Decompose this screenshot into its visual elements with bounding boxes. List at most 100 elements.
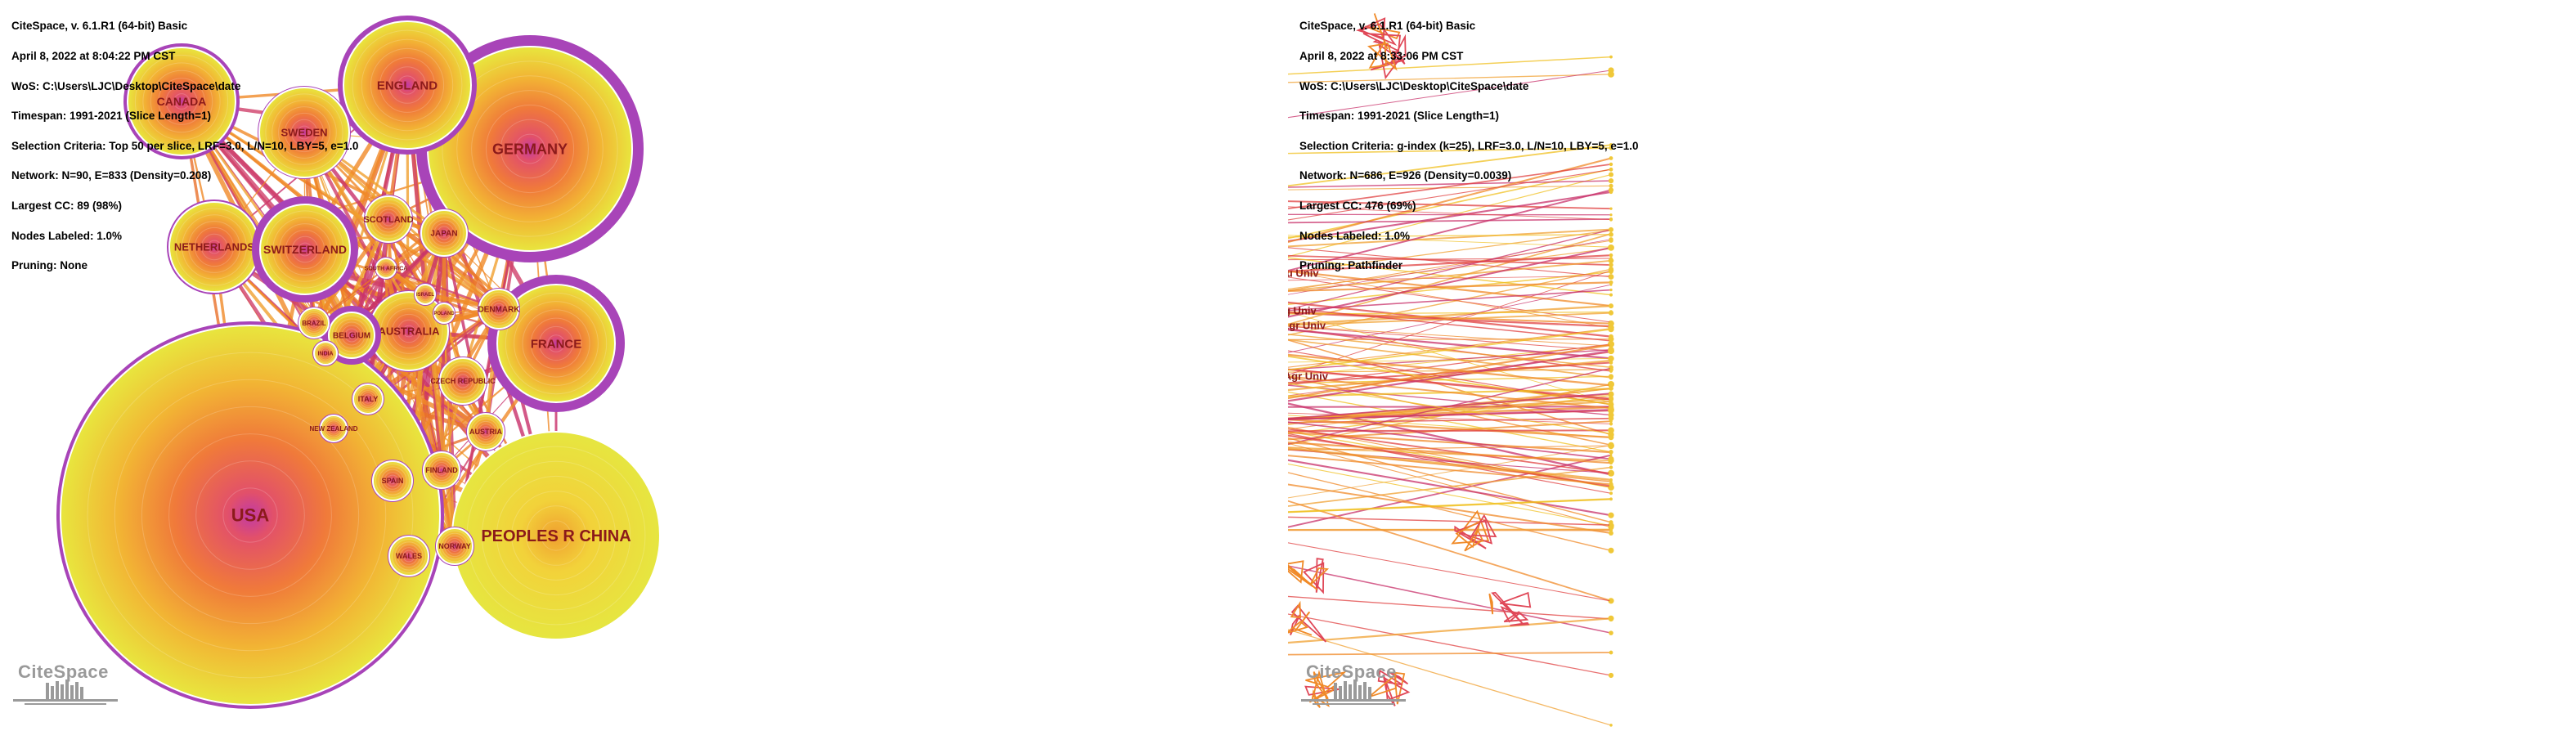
country-network-graph: USA PEOPLES R CHINA GERMANY ENGLAND CANADA FR… xyxy=(56,16,661,709)
institution-edge xyxy=(1288,442,1612,528)
country-label: NORWAY xyxy=(438,542,471,550)
institution-edge xyxy=(1288,350,1612,406)
institution-edge xyxy=(1288,312,1612,315)
institution-edge xyxy=(1288,367,1612,446)
institution-edge xyxy=(1288,613,1612,676)
country-node-south-africa[interactable]: SOUTH AFRICA xyxy=(365,257,408,280)
country-label: DENMARK xyxy=(478,306,520,315)
summary-line: WoS: C:\Users\LJC\Desktop\CiteSpace\date xyxy=(11,79,241,92)
country-node-austria[interactable]: AUSTRIA xyxy=(466,412,505,451)
country-node-new-zealand[interactable]: NEW ZEALAND xyxy=(309,414,358,443)
institution-edge xyxy=(1288,157,1612,244)
institution-edge xyxy=(1288,329,1612,360)
country-node-czech-republic[interactable]: CZECH REPUBLIC xyxy=(430,357,496,406)
institution-edge xyxy=(1288,200,1612,210)
triangle-cluster xyxy=(1488,593,1494,615)
summary-line: Nodes Labeled: 1.0% xyxy=(11,229,123,242)
institution-edge xyxy=(1288,442,1612,464)
minor-node xyxy=(1608,355,1614,362)
triangle-cluster xyxy=(1499,591,1532,608)
institution-edge xyxy=(1288,218,1612,224)
country-node-france[interactable]: FRANCE xyxy=(487,275,625,412)
country-node-finland[interactable]: FINLAND xyxy=(422,451,461,490)
citespace-logo: CiteSpace xyxy=(1301,662,1406,709)
country-network-panel: USA PEOPLES R CHINA GERMANY ENGLAND CANADA FR… xyxy=(11,16,661,709)
country-node-italy[interactable]: ITALY xyxy=(352,383,384,415)
minor-node xyxy=(1609,531,1613,536)
institution-edge xyxy=(1288,445,1612,451)
country-node-denmark[interactable]: DENMARK xyxy=(478,288,520,330)
country-node-wales[interactable]: WALES xyxy=(388,535,430,577)
institution-edge xyxy=(1288,339,1612,379)
country-edge xyxy=(443,312,456,547)
country-node-scotland[interactable]: SCOTLAND xyxy=(363,195,414,244)
institution-edge xyxy=(1288,418,1612,439)
minor-node xyxy=(1609,303,1613,309)
triangle-cluster xyxy=(1470,514,1497,538)
country-node-brazil[interactable]: BRAZIL xyxy=(298,307,330,339)
institution-edge xyxy=(1288,383,1612,435)
institution-edge xyxy=(1288,349,1612,370)
summary-line: Largest CC: 476 (69%) xyxy=(1299,199,1416,212)
minor-node xyxy=(1609,422,1613,426)
minor-node xyxy=(1609,226,1613,232)
triangle-cluster xyxy=(1454,525,1487,549)
institution-edge xyxy=(1288,281,1612,293)
institution-edge xyxy=(1288,206,1612,220)
country-node-sweden[interactable]: SWEDEN xyxy=(258,86,351,179)
minor-node xyxy=(1608,67,1614,74)
institution-edge xyxy=(1288,449,1612,474)
centrality-ring xyxy=(322,306,381,365)
country-node-india[interactable]: INDIA xyxy=(312,340,339,366)
institution-node-jiangxi-agr-univ[interactable]: Jiangxi Agr Univ xyxy=(1288,320,1326,332)
institution-edge xyxy=(1288,270,1612,307)
institution-edge xyxy=(1288,420,1612,441)
country-node-peoples-r-china[interactable]: PEOPLES R CHINA xyxy=(451,431,661,640)
institution-node-nanjing-univ[interactable]: Nanjing Univ xyxy=(1288,305,1317,317)
country-node-japan[interactable]: JAPAN xyxy=(420,209,469,258)
node-disc xyxy=(258,87,350,178)
country-label: FINLAND xyxy=(425,466,458,474)
minor-node xyxy=(1609,630,1613,635)
country-node-usa[interactable]: USA xyxy=(56,321,444,709)
country-node-norway[interactable]: NORWAY xyxy=(435,527,474,566)
country-node-switzerland[interactable]: SWITZERLAND xyxy=(252,196,358,303)
institution-node-sichuan-agr-univ[interactable]: Sichuan Agr Univ xyxy=(1288,370,1329,383)
country-node-poland[interactable]: POLAND xyxy=(433,302,456,325)
minor-node xyxy=(1609,650,1613,655)
country-node-spain[interactable]: SPAIN xyxy=(371,460,414,502)
minor-node xyxy=(1608,244,1614,251)
summary-line: Selection Criteria: g-index (k=25), LRF=… xyxy=(1299,139,1639,152)
institution-node-lanzhou-univ[interactable]: Lanzhou Univ xyxy=(1288,267,1319,280)
country-node-australia[interactable]: AUSTRALIA xyxy=(368,290,450,372)
triangle-cluster xyxy=(1368,38,1387,69)
institution-edge xyxy=(1288,311,1612,325)
country-label: SCOTLAND xyxy=(363,215,413,225)
minor-node xyxy=(1609,520,1613,525)
country-node-canada[interactable]: CANADA xyxy=(123,43,240,159)
minor-node xyxy=(1609,231,1613,237)
institution-edge xyxy=(1288,355,1612,406)
minor-node xyxy=(1609,218,1613,222)
minor-node xyxy=(1608,401,1614,407)
institution-edge xyxy=(1288,466,1612,507)
country-label: BELGIUM xyxy=(333,332,370,341)
country-node-israel[interactable]: ISRAEL xyxy=(414,283,437,306)
minor-node xyxy=(1608,267,1614,274)
logo-text: CiteSpace xyxy=(1306,662,1397,682)
country-node-england[interactable]: ENGLAND xyxy=(338,16,477,155)
node-disc xyxy=(439,357,487,405)
triangle-cluster xyxy=(1455,519,1482,549)
institution-edge xyxy=(1288,301,1612,338)
minor-node xyxy=(1609,366,1613,370)
institution-edge xyxy=(1288,652,1612,656)
institution-edge xyxy=(1288,268,1612,336)
triangle-cluster xyxy=(1358,23,1398,47)
country-label: USA xyxy=(231,505,270,526)
country-node-belgium[interactable]: BELGIUM xyxy=(322,306,381,365)
institution-edge xyxy=(1288,339,1612,436)
institution-edge xyxy=(1288,70,1612,119)
triangle-cluster xyxy=(1362,33,1401,52)
country-label: CANADA xyxy=(157,95,207,108)
country-label: NEW ZEALAND xyxy=(309,425,357,433)
